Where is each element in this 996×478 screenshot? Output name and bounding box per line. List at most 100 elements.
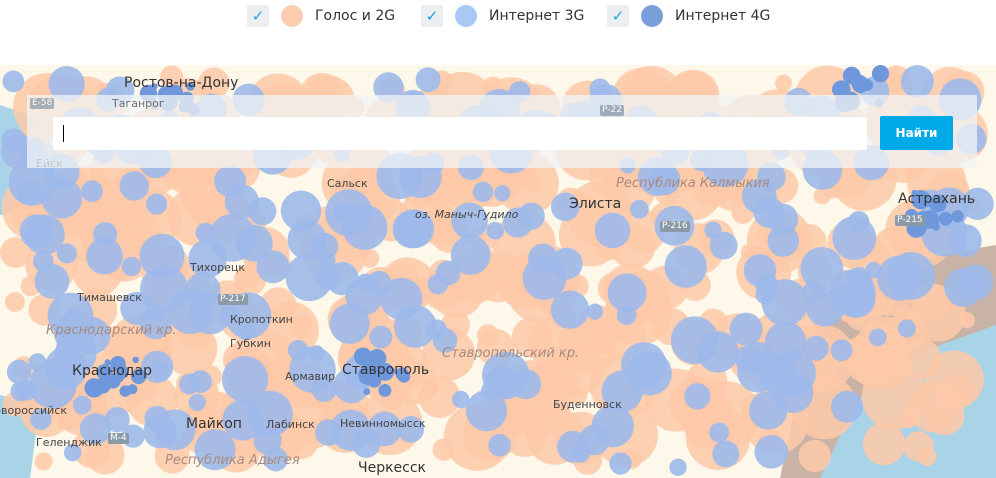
internet-3g-coverage [256,250,290,284]
region-label: Краснодарский кр. [46,323,177,338]
internet-3g-coverage [550,247,583,280]
voice-2g-coverage [0,237,31,268]
internet-3g-coverage [141,350,174,383]
internet-3g-coverage [104,407,130,433]
internet-3g-coverage [194,429,236,471]
internet-3g-coverage [44,346,88,390]
internet-3g-coverage [450,235,491,275]
city-label: Кропоткин [230,313,293,326]
internet-3g-coverage [465,390,508,432]
legend-item-voice-2g[interactable]: ✓ Голос и 2G [247,4,395,28]
internet-3g-coverage [308,345,325,362]
voice-2g-coverage [530,363,574,407]
internet-3g-coverage [609,452,632,475]
voice-2g-coverage [897,406,920,429]
internet-3g-coverage [847,211,870,233]
voice-2g-coverage [236,264,260,288]
internet-4g-coverage [104,359,111,366]
internet-3g-coverage [704,221,722,239]
legend-item-internet-3g[interactable]: ✓ Интернет 3G [421,4,584,28]
city-label: Астрахань [898,191,976,207]
internet-3g-coverage [753,196,785,228]
internet-3g-coverage [684,383,711,410]
legend-item-internet-4g[interactable]: ✓ Интернет 4G [607,4,770,28]
internet-3g-coverage [6,359,32,385]
internet-3g-coverage [415,67,441,93]
internet-3g-coverage [246,390,293,437]
voice-2g-coverage [862,422,906,466]
internet-3g-coverage [2,70,25,93]
internet-3g-coverage [451,202,488,240]
internet-3g-coverage [958,264,994,300]
internet-4g-coverage [935,201,943,209]
city-label: Невинномысск [340,417,426,430]
internet-3g-coverage [287,339,309,361]
voice-2g-coverage [279,418,320,460]
search-panel: Найти [27,95,977,168]
voice-2g-coverage [850,338,881,369]
internet-4g-coverage [132,356,140,364]
region-label: Республика Калмыкия [616,176,770,191]
internet-4g-coverage [367,348,387,368]
address-search-input[interactable] [53,117,867,150]
internet-4g-coverage [367,373,382,388]
checkbox-internet-4g[interactable]: ✓ [607,5,629,27]
internet-3g-coverage [369,325,393,349]
checkbox-internet-3g[interactable]: ✓ [421,5,443,27]
internet-3g-coverage [764,321,807,363]
internet-3g-coverage [451,390,470,409]
internet-3g-coverage [221,356,269,403]
internet-3g-coverage [53,311,96,354]
internet-4g-coverage [844,68,853,77]
internet-3g-coverage [24,214,65,255]
checkbox-voice-2g[interactable]: ✓ [247,5,269,27]
internet-3g-coverage [287,220,327,260]
internet-3g-coverage [48,66,85,103]
coverage-legend: ✓ Голос и 2G ✓ Интернет 3G ✓ Интернет 4G [0,0,996,65]
internet-4g-coverage [834,83,845,94]
voice-2g-swatch-icon [281,5,303,27]
road-sign: P-217 [218,294,248,305]
internet-4g-coverage [923,196,934,207]
internet-3g-coverage [392,209,432,249]
internet-3g-coverage [315,264,341,290]
text-caret [63,125,64,142]
city-label: Армавир [285,370,336,383]
region-label: Республика Адыгея [165,453,300,468]
city-label: Черкесск [358,460,427,476]
internet-3g-coverage [214,165,247,198]
voice-2g-coverage [775,74,792,92]
city-label: Майкоп [186,416,242,432]
internet-4g-coverage [363,388,371,395]
internet-4g-coverage [951,210,964,223]
voice-2g-coverage [34,452,53,471]
internet-3g-coverage [754,435,789,469]
internet-3g-coverage [757,162,786,192]
internet-3g-coverage [510,369,542,400]
voice-2g-coverage [198,67,230,100]
internet-3g-coverage [119,171,149,201]
region-label: Ставропольский кр. [442,346,580,361]
internet-3g-coverage [578,424,610,456]
internet-3g-swatch-icon [455,5,477,27]
internet-4g-coverage [130,368,147,385]
internet-3g-coverage [32,250,54,272]
internet-3g-coverage [486,221,505,240]
internet-3g-coverage [263,446,288,472]
internet-3g-coverage [72,395,92,415]
road-sign: E-58 [30,98,55,109]
internet-3g-coverage [830,339,853,362]
city-label: Элиста [569,196,622,212]
lake-label: оз. Маныч-Гудило [415,208,519,221]
search-button[interactable]: Найти [880,116,953,150]
internet-4g-coverage [186,82,195,91]
internet-3g-coverage [30,408,52,430]
internet-3g-coverage [900,65,934,99]
internet-4g-coverage [353,347,372,366]
city-label: Буденновск [553,398,622,411]
voice-2g-coverage [798,439,831,473]
internet-4g-coverage [851,68,858,75]
internet-3g-coverage [517,202,545,230]
internet-4g-coverage [150,83,158,90]
city-label: Сальск [327,177,368,190]
